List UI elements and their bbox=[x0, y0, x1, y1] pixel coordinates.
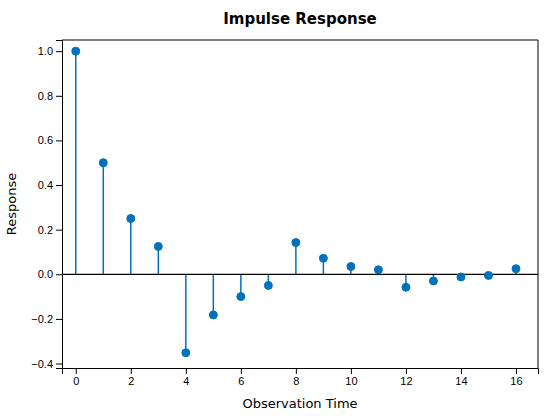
frame-top bbox=[62, 40, 538, 41]
stem-marker bbox=[154, 242, 162, 250]
y-tick: −0.4 bbox=[31, 358, 62, 370]
stem-marker bbox=[512, 265, 520, 273]
baseline bbox=[62, 274, 538, 275]
x-tick: 10 bbox=[345, 368, 357, 387]
x-axis: 0 2 4 6 8 10 12 14 16 bbox=[63, 368, 539, 387]
y-tick-label: 0.0 bbox=[38, 268, 53, 280]
y-tick: −0.2 bbox=[31, 313, 62, 325]
x-tick-mark bbox=[406, 368, 407, 374]
x-tick-label: 6 bbox=[238, 375, 244, 387]
stem-marker bbox=[402, 283, 410, 291]
x-tick: 2 bbox=[128, 368, 134, 387]
y-tick: 0.4 bbox=[38, 179, 62, 191]
stem-marker bbox=[347, 262, 355, 270]
y-tick-mark bbox=[56, 319, 62, 320]
x-tick: 16 bbox=[510, 368, 522, 387]
stem-marker bbox=[99, 159, 107, 167]
title: Impulse Response bbox=[223, 10, 377, 28]
stem bbox=[75, 51, 77, 274]
stem-marker bbox=[264, 281, 272, 289]
x-tick-label: 16 bbox=[510, 375, 522, 387]
stem bbox=[185, 274, 187, 353]
frame-right bbox=[538, 40, 539, 368]
y-tick: 0.2 bbox=[38, 224, 62, 236]
stem-marker bbox=[319, 254, 327, 262]
x-axis-line bbox=[63, 369, 539, 375]
x-tick: 12 bbox=[400, 368, 412, 387]
stem-marker bbox=[374, 266, 382, 274]
stem bbox=[103, 163, 105, 275]
y-tick-mark bbox=[56, 51, 62, 52]
x-tick-mark bbox=[76, 368, 77, 374]
y-tick-label: 0.6 bbox=[38, 134, 53, 146]
x-tick: 8 bbox=[293, 368, 299, 387]
y-tick-mark bbox=[56, 140, 62, 141]
y-tick-label: 0.8 bbox=[38, 90, 53, 102]
x-tick: 0 bbox=[73, 368, 79, 387]
y-tick-label: −0.4 bbox=[31, 358, 53, 370]
x-tick: 6 bbox=[238, 368, 244, 387]
x-tick-label: 0 bbox=[73, 375, 79, 387]
y-tick: 0.0 bbox=[38, 268, 62, 280]
y-tick-mark bbox=[56, 364, 62, 365]
x-tick-label: 2 bbox=[128, 375, 134, 387]
stem bbox=[295, 243, 297, 275]
stem-marker bbox=[72, 47, 80, 55]
x-tick-label: 12 bbox=[400, 375, 412, 387]
y-tick: 0.8 bbox=[38, 90, 62, 102]
x-tick-mark bbox=[241, 368, 242, 374]
plot: 0 2 4 6 8 10 12 14 16 −0.4 −0.2 0.0 0.2 0.4 0.6 0.8 1.0 bbox=[31, 40, 538, 387]
stem bbox=[213, 274, 215, 315]
y-tick: 1.0 bbox=[38, 45, 62, 57]
stem-marker bbox=[457, 273, 465, 281]
stem-marker bbox=[182, 349, 190, 357]
x-tick-mark bbox=[131, 368, 132, 374]
stem bbox=[130, 219, 132, 275]
x-tick-label: 10 bbox=[345, 375, 357, 387]
x-tick-label: 4 bbox=[183, 375, 189, 387]
marks bbox=[62, 47, 538, 357]
y-tick-mark bbox=[56, 274, 62, 275]
y-tick-mark bbox=[56, 185, 62, 186]
x-tick-label: 14 bbox=[455, 375, 467, 387]
stem-marker bbox=[292, 239, 300, 247]
x-tick-mark bbox=[461, 368, 462, 374]
y-tick-label: −0.2 bbox=[31, 313, 53, 325]
y-tick-label: 1.0 bbox=[38, 45, 53, 57]
stem-marker bbox=[429, 277, 437, 285]
y-tick-mark bbox=[56, 230, 62, 231]
stem-marker bbox=[237, 293, 245, 301]
x-tick-mark bbox=[516, 368, 517, 374]
x-tick-mark bbox=[186, 368, 187, 374]
stem-marker bbox=[127, 215, 135, 223]
x-axis-title: Observation Time bbox=[242, 396, 357, 411]
x-tick: 14 bbox=[455, 368, 467, 387]
stem-marker bbox=[209, 311, 217, 319]
y-axis: −0.4 −0.2 0.0 0.2 0.4 0.6 0.8 1.0 bbox=[31, 41, 62, 370]
chart: 0 2 4 6 8 10 12 14 16 −0.4 −0.2 0.0 0.2 0.4 0.6 0.8 1.0 I… bbox=[0, 0, 560, 420]
y-tick-label: 0.2 bbox=[38, 224, 53, 236]
stem-marker bbox=[484, 271, 492, 279]
x-tick: 4 bbox=[183, 368, 189, 387]
x-tick-label: 8 bbox=[293, 375, 299, 387]
y-tick-label: 0.4 bbox=[38, 179, 53, 191]
y-axis-line bbox=[56, 41, 63, 369]
x-tick-mark bbox=[351, 368, 352, 374]
x-tick-mark bbox=[296, 368, 297, 374]
y-tick: 0.6 bbox=[38, 134, 62, 146]
y-axis-title: Response bbox=[4, 173, 19, 235]
y-tick-mark bbox=[56, 96, 62, 97]
